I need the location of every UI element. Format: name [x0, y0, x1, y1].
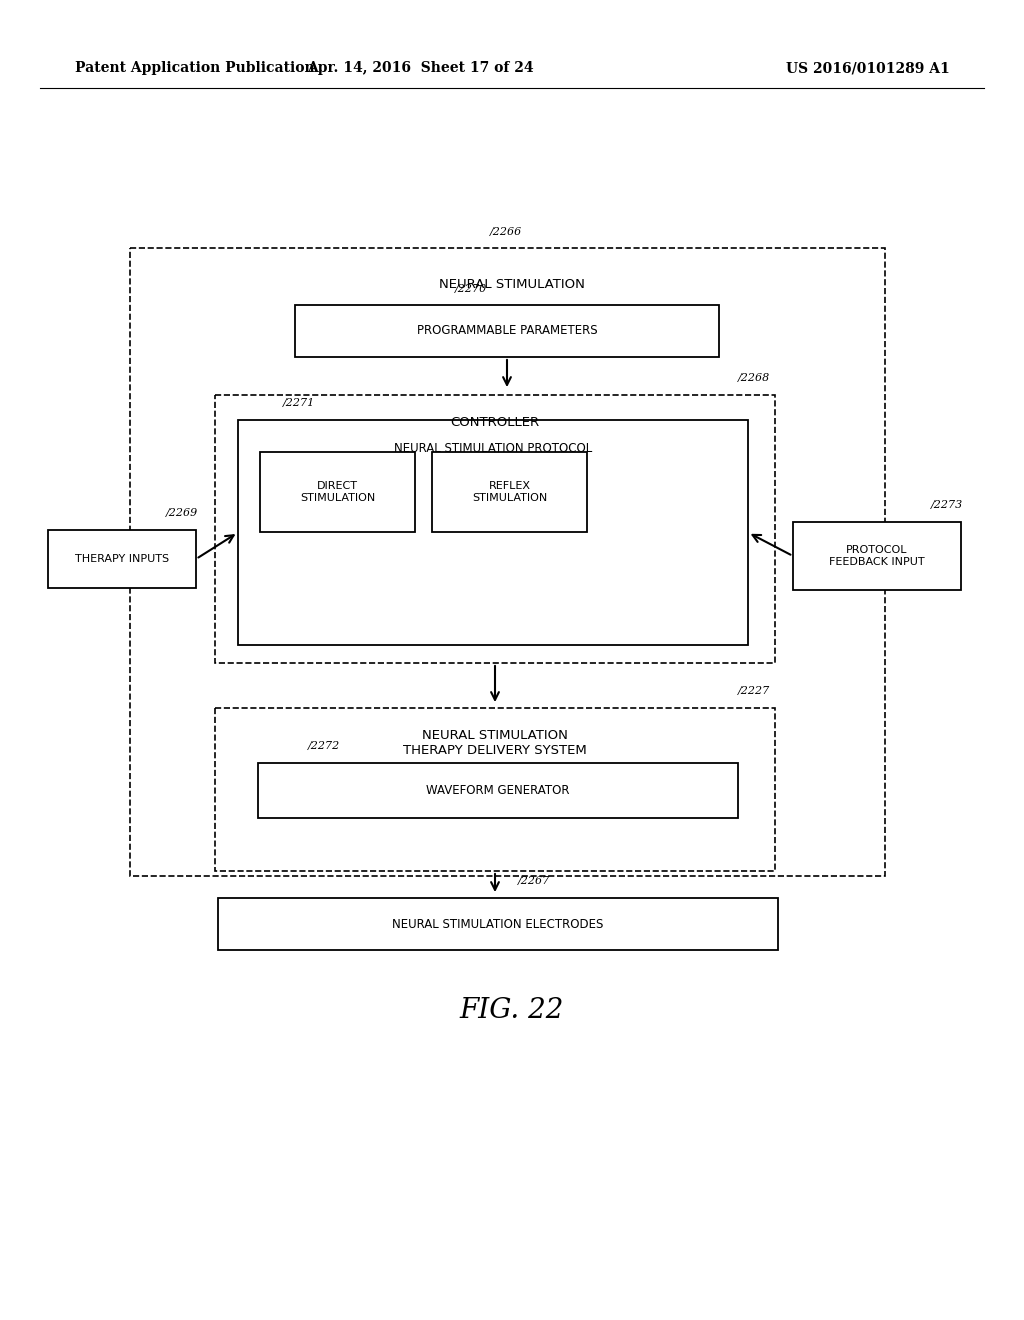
Bar: [218, 898, 778, 950]
Text: REFLEX
STIMULATION: REFLEX STIMULATION: [472, 482, 547, 503]
Text: NEURAL STIMULATION
THERAPY DELIVERY SYSTEM: NEURAL STIMULATION THERAPY DELIVERY SYST…: [403, 729, 587, 756]
Bar: [432, 451, 587, 532]
Text: ∕2268: ∕2268: [737, 374, 770, 383]
Text: ∕2273: ∕2273: [931, 500, 964, 510]
Text: ∕2267: ∕2267: [518, 876, 550, 886]
Bar: [793, 521, 961, 590]
Text: CONTROLLER: CONTROLLER: [451, 417, 540, 429]
Text: PROTOCOL
FEEDBACK INPUT: PROTOCOL FEEDBACK INPUT: [829, 545, 925, 566]
Text: THERAPY INPUTS: THERAPY INPUTS: [75, 554, 169, 564]
Text: ∕2227: ∕2227: [737, 686, 770, 696]
Text: PROGRAMMABLE PARAMETERS: PROGRAMMABLE PARAMETERS: [417, 325, 597, 338]
Bar: [215, 708, 775, 871]
Text: NEURAL STIMULATION ELECTRODES: NEURAL STIMULATION ELECTRODES: [392, 917, 604, 931]
Text: US 2016/0101289 A1: US 2016/0101289 A1: [786, 61, 950, 75]
Text: FIG. 22: FIG. 22: [460, 997, 564, 1023]
Text: Patent Application Publication: Patent Application Publication: [75, 61, 314, 75]
Text: NEURAL STIMULATION PROTOCOL: NEURAL STIMULATION PROTOCOL: [394, 441, 592, 454]
Text: ∕2269: ∕2269: [166, 508, 199, 517]
Text: NEURAL STIMULATION: NEURAL STIMULATION: [439, 279, 585, 292]
Bar: [48, 531, 196, 587]
Bar: [260, 451, 415, 532]
Text: WAVEFORM GENERATOR: WAVEFORM GENERATOR: [426, 784, 569, 797]
Text: Apr. 14, 2016  Sheet 17 of 24: Apr. 14, 2016 Sheet 17 of 24: [306, 61, 534, 75]
Bar: [258, 763, 738, 818]
Bar: [130, 248, 885, 876]
Text: ∕2272: ∕2272: [308, 741, 340, 751]
Text: DIRECT
STIMULATION: DIRECT STIMULATION: [300, 482, 375, 503]
Bar: [295, 305, 719, 356]
Bar: [215, 395, 775, 663]
Text: ∕2271: ∕2271: [283, 399, 315, 408]
Text: ∕2266: ∕2266: [490, 227, 522, 238]
Bar: [238, 420, 748, 645]
Text: ∕2270: ∕2270: [455, 284, 487, 294]
